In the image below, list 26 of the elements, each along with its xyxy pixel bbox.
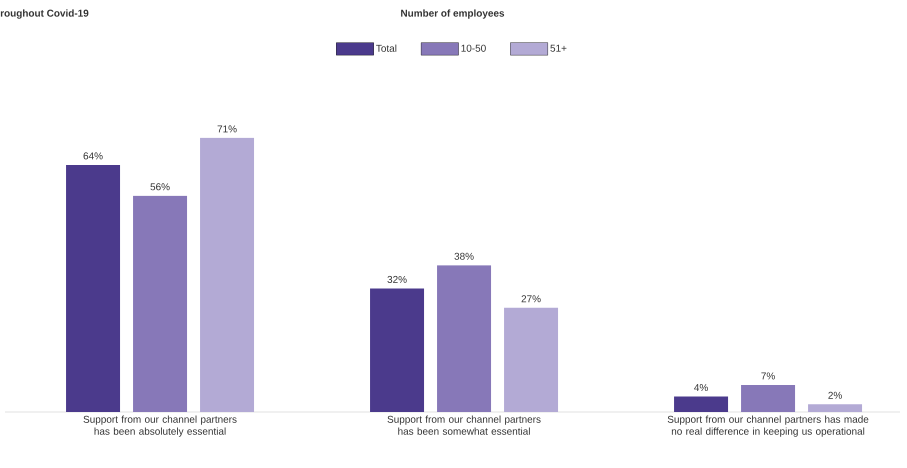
data-label: 38% [454,252,474,260]
bar [808,404,862,412]
bar [133,196,188,412]
data-label: 56% [150,183,170,190]
legend-label: 10-50 [462,44,486,52]
bar [370,288,424,412]
bar [741,384,796,412]
data-label: 64% [84,152,103,160]
legend-label: 51+ [550,44,566,52]
legend-label: Total [376,44,396,52]
data-label: 71% [218,125,237,132]
data-label: 32% [387,276,407,283]
x-tick-label: Support from our channel partners has been somewhat essential [388,416,541,435]
data-label: 27% [522,295,541,302]
x-tick-label: Support from our channel partners has made no real difference in keeping us operational [668,416,868,437]
x-tick-label: Support from our channel partners has been absolutely essential [84,416,237,437]
bar [674,396,728,412]
data-label: 2% [828,392,842,399]
data-label: 7% [761,372,775,380]
legend-title: Number of employees [401,9,504,19]
bar [437,265,492,412]
bar [200,138,254,412]
data-label: 4% [694,384,708,392]
bar [66,164,120,412]
chart-title: roughout Covid-19 [0,9,88,19]
bar [504,308,558,412]
